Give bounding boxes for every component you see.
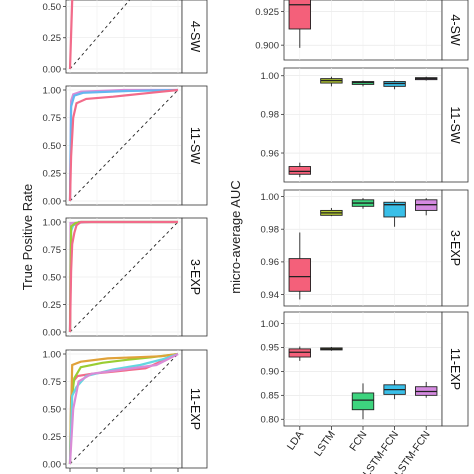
auc-y-tick-label: 1.00 [261, 319, 280, 330]
roc-y-tick-label: 0.00 [43, 327, 62, 338]
auc-y-axis-label: micro-average AUC [228, 180, 243, 293]
roc-curve [68, 88, 179, 202]
roc-y-tick-label: 0.50 [43, 2, 62, 13]
auc-y-tick-label: 0.85 [261, 391, 280, 402]
auc-strip-label: 11-SW [448, 106, 462, 143]
roc-y-tick-label: 0.75 [43, 113, 62, 124]
roc-y-tick-label: 0.25 [43, 432, 62, 443]
roc-strip-label: 4-SW [188, 21, 202, 52]
auc-y-tick-label: 0.94 [261, 290, 280, 301]
auc-y-tick-label: 0.80 [261, 415, 280, 426]
auc-x-category-label: LSTM [312, 429, 338, 459]
auc-box [288, 258, 311, 292]
auc-y-tick-label: 0.90 [261, 367, 280, 378]
auc-box [288, 166, 311, 175]
roc-y-tick-label: 0.75 [43, 377, 62, 388]
auc-y-tick-label: 0.96 [261, 148, 280, 159]
roc-strip-box [181, 217, 208, 337]
roc-chance-diagonal [69, 221, 179, 333]
roc-curve [68, 0, 74, 70]
roc-y-tick-label: 0.50 [43, 272, 62, 283]
roc-y-tick-label: 1.00 [43, 217, 62, 228]
roc-curve [68, 220, 178, 333]
roc-curve [68, 353, 179, 465]
roc-y-tick-label: 0.25 [43, 33, 62, 44]
roc-curve [68, 352, 179, 465]
auc-strip-box [441, 311, 469, 427]
auc-box [383, 201, 406, 218]
roc-y-axis-label: True Positive Rate [20, 184, 35, 290]
roc-chance-diagonal [69, 353, 179, 465]
roc-y-tick-label: 0.50 [43, 141, 62, 152]
auc-box [288, 348, 311, 358]
auc-y-tick-label: 0.95 [261, 343, 280, 354]
auc-strip-box [441, 67, 469, 183]
roc-strip-label: 11-SW [188, 127, 202, 164]
auc-strip-label: 3-EXP [448, 230, 462, 266]
roc-curve [68, 88, 179, 202]
auc-box [351, 392, 375, 411]
roc-y-tick-label: 0.50 [43, 404, 62, 415]
auc-x-category-label: FCN [347, 429, 369, 454]
auc-y-tick-label: 0.98 [261, 225, 280, 236]
roc-y-tick-label: 0.00 [43, 64, 62, 75]
roc-y-tick-label: 1.00 [43, 349, 62, 360]
roc-chance-diagonal [69, 89, 179, 202]
auc-y-tick-label: 1.00 [261, 71, 280, 82]
auc-box [288, 0, 311, 30]
auc-strip-box [441, 0, 469, 61]
roc-strip-box [181, 85, 208, 206]
roc-strip-label: 3-EXP [188, 259, 202, 295]
roc-y-tick-label: 1.00 [43, 85, 62, 96]
auc-strip-label: 4-SW [448, 14, 462, 45]
roc-y-tick-label: 0.25 [43, 300, 62, 311]
roc-y-tick-label: 0.75 [43, 245, 62, 256]
auc-y-tick-label: 0.900 [255, 40, 279, 51]
auc-y-tick-label: 0.925 [255, 7, 279, 18]
roc-strip-label: 11-EXP [188, 388, 202, 430]
roc-strip-box [181, 0, 208, 74]
auc-strip-label: 11-EXP [448, 348, 462, 390]
auc-y-tick-label: 1.00 [261, 192, 280, 203]
auc-y-tick-label: 0.98 [261, 110, 280, 121]
auc-y-tick-label: 0.96 [261, 257, 280, 268]
auc-x-category-label: LDA [285, 429, 307, 453]
auc-box-panels: 0.925 0.900 4-SW 1.00 0.98 0.96 11-SW 1.00 0.98 0… [255, 0, 469, 427]
roc-strip-box [181, 349, 208, 469]
auc-strip-box [441, 189, 469, 307]
roc-y-tick-label: 0.00 [43, 196, 62, 207]
roc-y-tick-label: 0.00 [43, 459, 62, 470]
roc-y-tick-label: 0.25 [43, 169, 62, 180]
roc-panels: 0.50 0.25 0.00 4-SW 1.00 0.75 0.50 0.25 0.00 11-S… [43, 0, 208, 472]
